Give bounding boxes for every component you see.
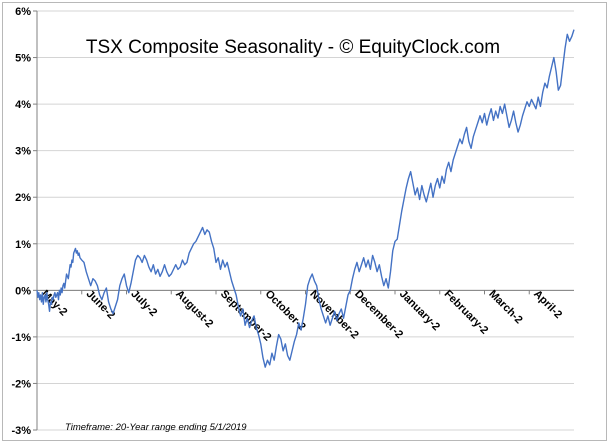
- y-tick-label-6: 0%: [15, 285, 31, 297]
- series-line-tsx: [36, 29, 575, 368]
- x-tick-label-10: March-2: [486, 288, 524, 326]
- y-tick-label-0: 6%: [15, 6, 31, 18]
- chart-footnote: Timeframe: 20-Year range ending 5/1/2019: [65, 422, 247, 433]
- x-tick-label-3: August-2: [173, 288, 215, 330]
- x-tick-label-8: January-2: [397, 288, 442, 333]
- y-tick-label-2: 4%: [15, 99, 31, 111]
- y-tick-label-9: -3%: [11, 425, 31, 437]
- x-tick-label-1: June-2: [84, 288, 118, 322]
- y-tick-label-1: 5%: [15, 53, 31, 65]
- y-tick-labels: 6% 5% 4% 3% 2% 1% 0% -1% -2% -3%: [11, 6, 31, 437]
- y-tick-label-8: -2%: [11, 378, 31, 390]
- y-tick-label-5: 1%: [15, 239, 31, 251]
- x-tick-label-9: February-2: [442, 288, 491, 337]
- x-tick-label-11: April-2: [531, 288, 564, 321]
- y-tick-label-7: -1%: [11, 332, 31, 344]
- line-chart: 6%5%4%3%2%1%0%-1%-2%-3% May-2 June-2 July-…: [11, 6, 575, 437]
- gridlines: [37, 10, 574, 431]
- chart-title: TSX Composite Seasonality - © EquityCloc…: [86, 37, 500, 58]
- y-tick-label-4: 2%: [15, 192, 31, 204]
- y-tick-label-3: 3%: [15, 146, 31, 158]
- axes: [33, 10, 574, 431]
- x-tick-label-2: July-2: [128, 288, 159, 319]
